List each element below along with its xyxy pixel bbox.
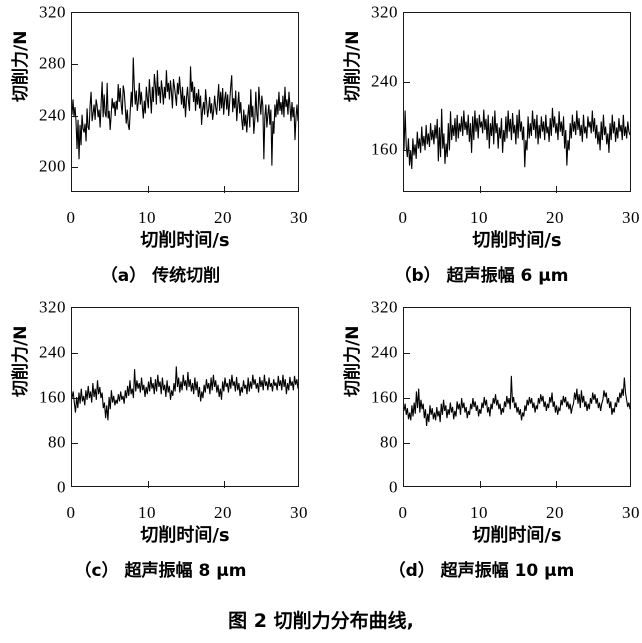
y-tick-mark — [404, 353, 410, 354]
chart-panel-a: 200 240 280 320 切削力/N 0 10 20 30 切削时间/s （a） 传统… — [0, 0, 321, 295]
x-tick-label: 0 — [398, 503, 408, 522]
subcaption-a: （a） 传统切削 — [100, 266, 221, 286]
y-tick-label: 240 — [371, 342, 398, 362]
x-axis-label-a: 切削时间/s — [140, 230, 230, 251]
waveform-d — [404, 308, 630, 486]
x-tick-label: 30 — [622, 208, 640, 227]
x-tick-mark — [556, 186, 557, 193]
figure-caption: 图 2 切削力分布曲线, — [228, 610, 414, 632]
y-tick-label: 200 — [39, 156, 66, 176]
y-tick-label: 160 — [39, 387, 66, 407]
x-tick-label: 0 — [66, 208, 76, 227]
x-tick-label: 20 — [214, 208, 232, 227]
x-tick-label: 30 — [290, 503, 308, 522]
y-axis-ticks-b: 160 240 320 — [321, 0, 398, 295]
x-tick-label: 20 — [214, 503, 232, 522]
y-tick-label: 160 — [371, 139, 398, 159]
plot-area-d — [403, 307, 631, 488]
x-tick-mark — [224, 186, 225, 193]
subcaption-d: （d） 超声振幅 10 μm — [388, 561, 575, 581]
y-tick-mark — [72, 115, 78, 117]
y-tick-label: 320 — [371, 297, 398, 317]
y-tick-label: 320 — [371, 2, 398, 22]
y-tick-label: 320 — [39, 2, 66, 22]
subcaption-b: （b） 超声振幅 6 μm — [394, 266, 569, 286]
y-axis-ticks-d: 0 80 160 240 320 — [321, 295, 398, 590]
x-tick-mark — [556, 481, 557, 488]
x-axis-label-b: 切削时间/s — [472, 230, 562, 251]
x-axis-label-d: 切削时间/s — [472, 525, 562, 546]
x-tick-label: 0 — [398, 208, 408, 227]
y-tick-mark — [72, 167, 78, 169]
waveform-b — [404, 13, 630, 191]
y-tick-label: 240 — [39, 342, 66, 362]
y-axis-ticks-c: 0 80 160 240 320 — [0, 295, 66, 590]
x-tick-label: 20 — [546, 503, 564, 522]
x-axis-ticks-c: 0 10 20 30 — [67, 307, 308, 521]
waveform-c — [72, 308, 298, 486]
y-tick-mark — [72, 353, 78, 354]
y-tick-label: 80 — [48, 432, 66, 452]
data-line — [72, 366, 298, 420]
y-tick-mark — [72, 398, 78, 399]
x-tick-mark — [148, 481, 149, 488]
waveform-a — [72, 13, 298, 191]
plot-area-b — [403, 12, 631, 193]
y-tick-mark — [72, 64, 78, 66]
y-tick-mark — [72, 443, 78, 444]
plot-area-c — [71, 307, 299, 488]
x-tick-label: 10 — [138, 503, 156, 522]
y-axis-label-b: 切削力/N — [343, 30, 363, 102]
y-tick-label: 160 — [371, 387, 398, 407]
x-tick-label: 10 — [470, 503, 488, 522]
y-axis-label-c: 切削力/N — [11, 325, 31, 397]
x-tick-label: 10 — [138, 208, 156, 227]
x-tick-mark — [480, 186, 481, 193]
x-tick-mark — [224, 481, 225, 488]
x-tick-label: 0 — [66, 503, 76, 522]
x-axis-ticks-b: 0 10 20 30 — [399, 12, 640, 226]
x-tick-mark — [480, 481, 481, 488]
data-line — [404, 376, 630, 426]
chart-panel-b: 160 240 320 切削力/N 0 10 20 30 切削时间/s （b） 超声振幅 … — [321, 0, 642, 295]
y-axis-ticks-a: 200 240 280 320 — [0, 0, 66, 295]
y-tick-label: 80 — [380, 432, 398, 452]
y-tick-label: 320 — [39, 297, 66, 317]
x-axis-label-c: 切削时间/s — [140, 525, 230, 546]
data-line — [72, 58, 298, 166]
plot-area-a — [71, 12, 299, 193]
y-tick-label: 0 — [57, 477, 66, 497]
chart-panel-c: 0 80 160 240 320 切削力/N 0 10 20 30 切削时间/s （c） 超声… — [0, 295, 321, 590]
x-tick-label: 10 — [470, 208, 488, 227]
y-tick-mark — [404, 150, 410, 152]
x-axis-ticks-d: 0 10 20 30 — [399, 307, 640, 521]
subcaption-c: （c） 超声振幅 8 μm — [74, 561, 247, 581]
y-tick-mark — [404, 81, 410, 83]
x-tick-label: 20 — [546, 208, 564, 227]
data-line — [404, 108, 630, 169]
y-tick-label: 240 — [39, 105, 66, 125]
y-axis-label-d: 切削力/N — [343, 325, 363, 397]
y-tick-label: 280 — [39, 53, 66, 73]
y-axis-label-a: 切削力/N — [11, 30, 31, 102]
x-axis-ticks-a: 0 10 20 30 — [67, 12, 308, 226]
x-tick-label: 30 — [290, 208, 308, 227]
y-tick-label: 0 — [389, 477, 398, 497]
y-tick-mark — [404, 443, 410, 444]
x-tick-mark — [148, 186, 149, 193]
chart-panel-d: 0 80 160 240 320 切削力/N 0 10 20 30 切削时间/s （d） 超声… — [321, 295, 642, 590]
y-tick-mark — [404, 398, 410, 399]
x-tick-label: 30 — [622, 503, 640, 522]
y-tick-label: 240 — [371, 71, 398, 91]
